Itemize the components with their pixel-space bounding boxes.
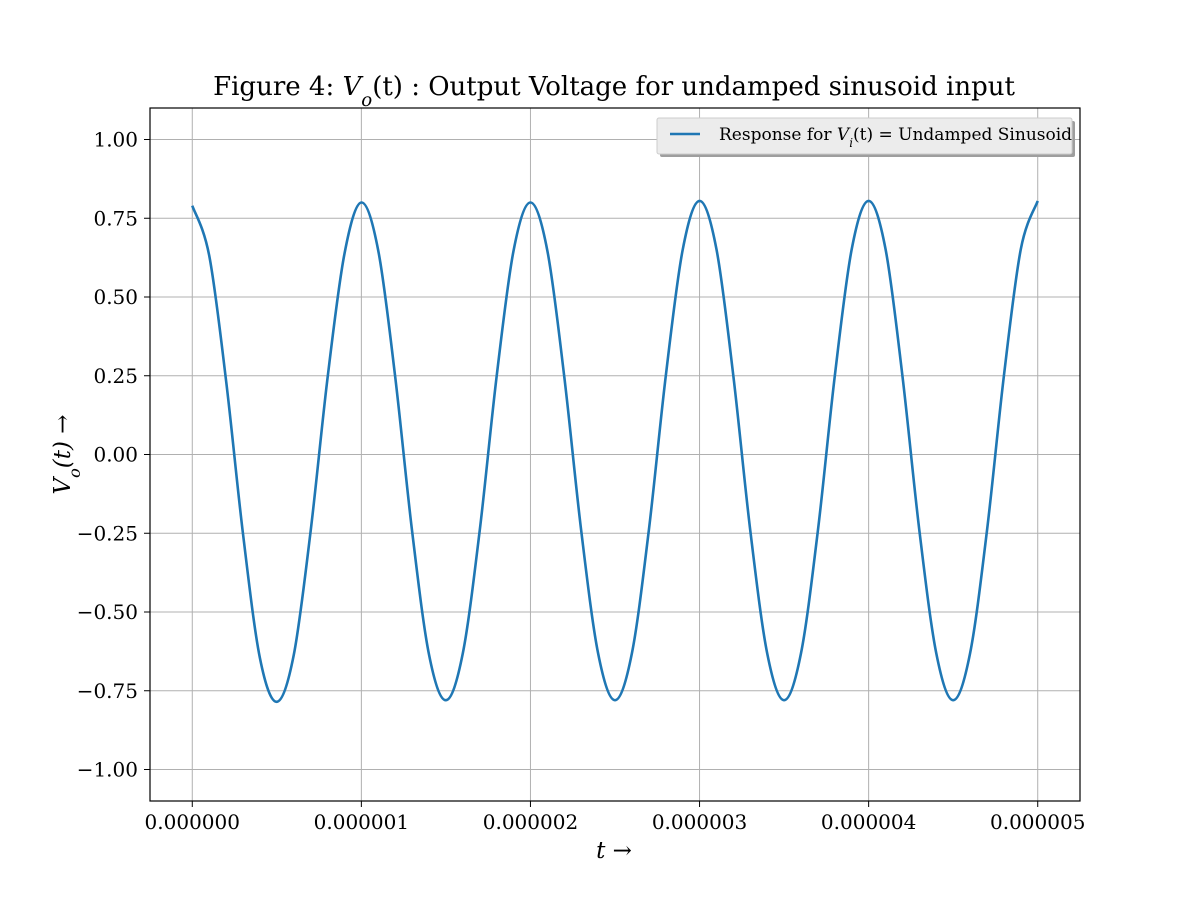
y-tick-label: 0.50 bbox=[93, 285, 138, 309]
x-tick-label: 0.000005 bbox=[990, 810, 1085, 834]
y-tick-label: −1.00 bbox=[77, 758, 138, 782]
legend: Response for Vi(t) = Undamped Sinusoid bbox=[656, 117, 1075, 157]
axes-frame bbox=[149, 107, 1081, 802]
x-axis-label: t → bbox=[596, 838, 632, 864]
y-tick-label: −0.75 bbox=[77, 679, 138, 703]
y-tick-label: 0.75 bbox=[93, 206, 138, 230]
y-tick-label: −0.50 bbox=[77, 600, 138, 624]
legend-box bbox=[656, 117, 1073, 155]
y-tick-label: −0.25 bbox=[77, 521, 138, 545]
y-tick-label: 0.25 bbox=[93, 364, 138, 388]
y-tick-label: 0.00 bbox=[93, 443, 138, 467]
plot-area: 0.000000 0.000001 0.000002 0.000003 0.000004… bbox=[77, 107, 1085, 834]
x-tick-label: 0.000000 bbox=[145, 810, 240, 834]
x-tick-label: 0.000002 bbox=[483, 810, 578, 834]
series-line bbox=[191, 199, 1039, 704]
y-tick-label: 1.00 bbox=[93, 128, 138, 152]
x-tick-label: 0.000004 bbox=[821, 810, 916, 834]
x-tick-label: 0.000001 bbox=[314, 810, 409, 834]
x-tick-label: 0.000003 bbox=[652, 810, 747, 834]
